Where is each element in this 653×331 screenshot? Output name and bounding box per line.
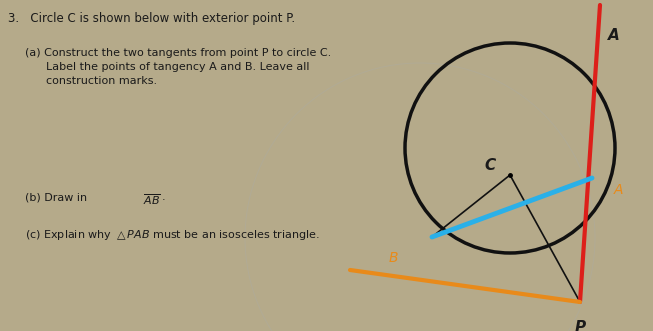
Text: .: . <box>162 192 166 202</box>
Text: P: P <box>575 320 586 331</box>
Text: C: C <box>485 158 496 172</box>
Text: Label the points of tangency A and B. Leave all: Label the points of tangency A and B. Le… <box>25 62 310 72</box>
Text: (c) Explain why $\triangle PAB$ must be an isosceles triangle.: (c) Explain why $\triangle PAB$ must be … <box>25 228 320 242</box>
Text: B: B <box>389 251 398 265</box>
Text: 3.   Circle C is shown below with exterior point P.: 3. Circle C is shown below with exterior… <box>8 12 295 25</box>
Text: construction marks.: construction marks. <box>25 76 157 86</box>
Text: A: A <box>608 28 620 43</box>
Text: A: A <box>614 183 624 197</box>
Text: (a) Construct the two tangents from point P to circle C.: (a) Construct the two tangents from poin… <box>25 48 331 58</box>
Text: $\overline{AB}$: $\overline{AB}$ <box>143 192 161 207</box>
Text: (b) Draw in: (b) Draw in <box>25 192 91 202</box>
